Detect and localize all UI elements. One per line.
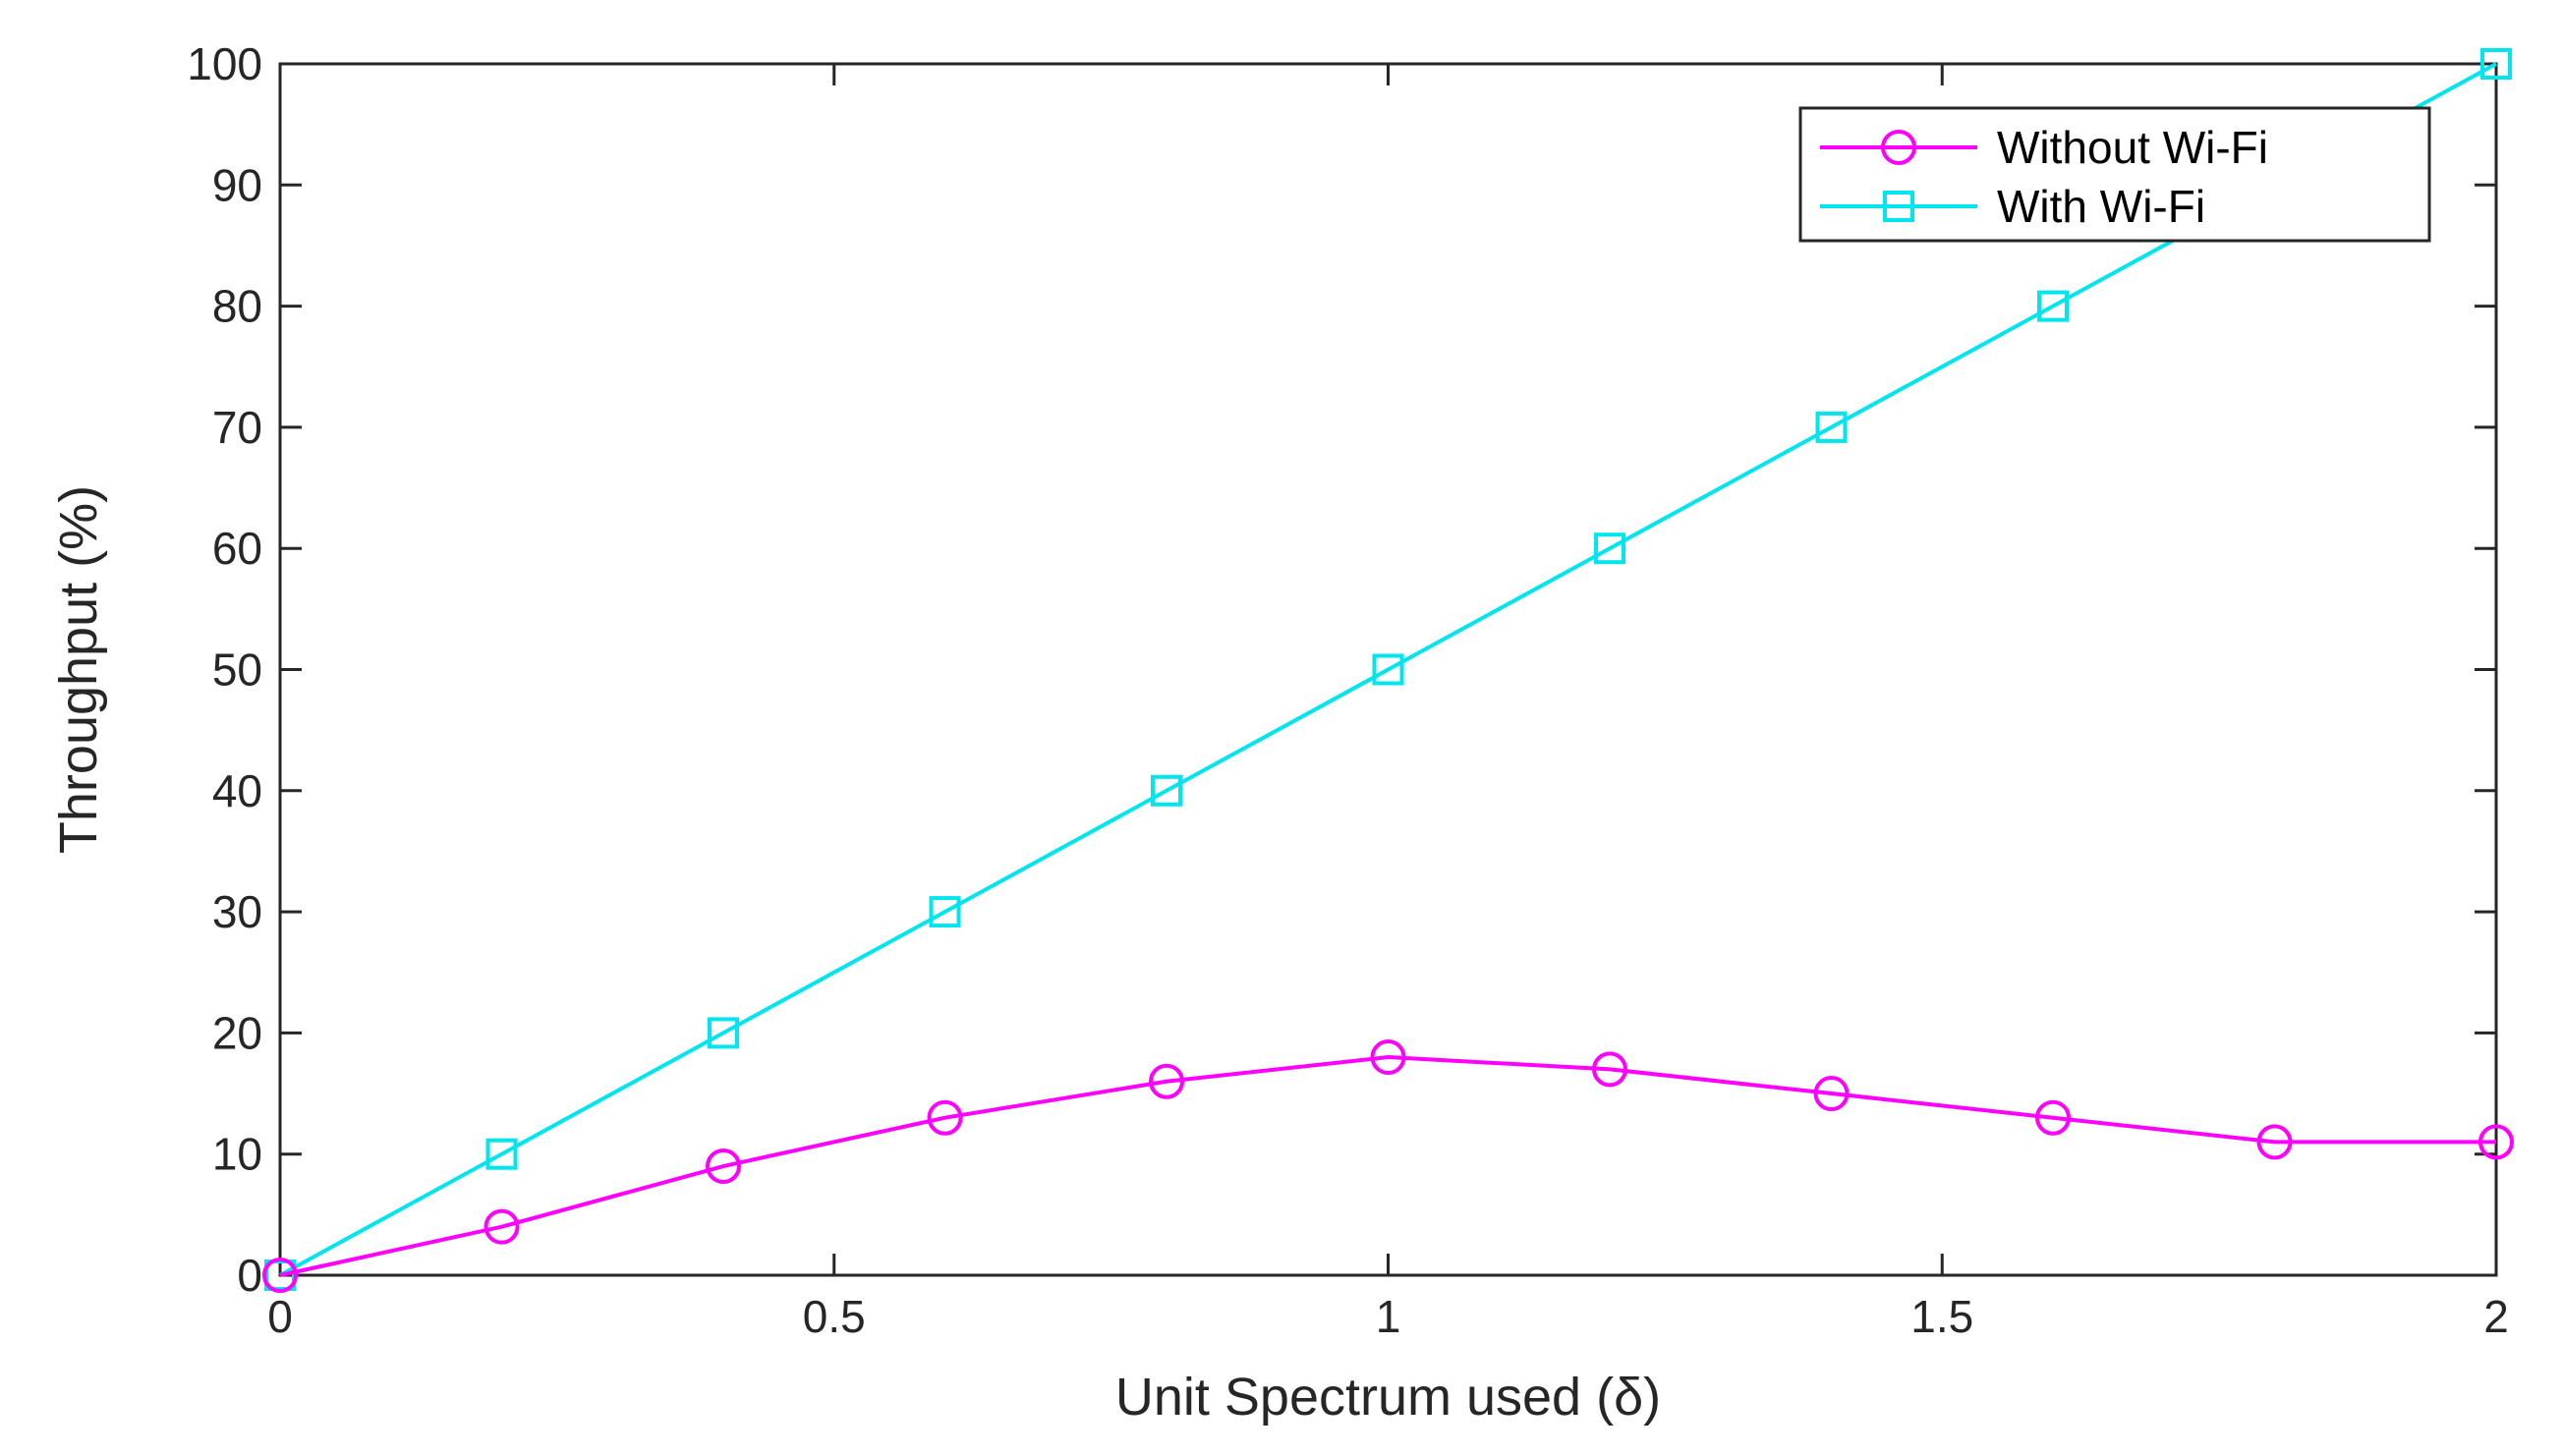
data-point [2480, 48, 2512, 80]
y-tick-label: 20 [212, 1007, 262, 1058]
x-tick-label: 0 [267, 1291, 293, 1342]
data-point [2478, 1124, 2514, 1160]
data-point [2035, 1099, 2071, 1136]
data-point [1815, 411, 1848, 443]
data-point [2256, 1124, 2293, 1160]
data-point [1592, 1051, 1627, 1088]
legend-marker [1883, 191, 1914, 222]
data-point [485, 1138, 518, 1170]
data-point [1372, 653, 1404, 686]
data-point [706, 1148, 741, 1185]
legend-marker [1881, 130, 1916, 165]
legend: Without Wi-Fi With Wi-Fi [1798, 106, 2431, 243]
data-point [1813, 1076, 1850, 1112]
series-line [279, 1055, 2496, 1277]
data-point [1149, 1063, 1184, 1099]
data-point [927, 1099, 963, 1136]
series-layer [262, 48, 2514, 1293]
x-tick-label: 1 [1376, 1291, 1401, 1342]
x-tick-label: 2 [2483, 1291, 2509, 1342]
data-point [1151, 774, 1182, 807]
series-without-wi-fi [262, 1039, 2514, 1293]
data-point [484, 1208, 520, 1245]
series-line [279, 62, 2497, 1277]
data-point [1370, 1039, 1406, 1076]
y-tick-label: 90 [212, 159, 262, 210]
y-tick-label: 10 [212, 1129, 262, 1180]
data-point [2037, 290, 2069, 322]
data-point [262, 1258, 298, 1293]
y-tick-label: 60 [212, 523, 262, 574]
y-tick-label: 40 [212, 765, 262, 816]
data-point [708, 1017, 739, 1049]
legend-label: Without Wi-Fi [1997, 122, 2268, 173]
x-axis-label: Unit Spectrum used (δ) [1115, 1368, 1661, 1427]
data-point [1594, 532, 1625, 565]
x-tick-label: 0.5 [803, 1291, 866, 1342]
data-point [929, 896, 961, 928]
y-tick-label: 80 [212, 281, 262, 332]
legend-box [1798, 106, 2431, 243]
y-tick-label: 0 [237, 1250, 262, 1301]
y-tick-label: 50 [212, 644, 262, 696]
y-axis-label: Throughput (%) [49, 485, 108, 854]
y-tick-label: 70 [212, 402, 262, 453]
y-tick-label: 100 [187, 38, 262, 89]
x-tick-label: 1.5 [1910, 1291, 1973, 1342]
y-tick-label: 30 [212, 886, 262, 937]
legend-label: With Wi-Fi [1997, 181, 2205, 232]
